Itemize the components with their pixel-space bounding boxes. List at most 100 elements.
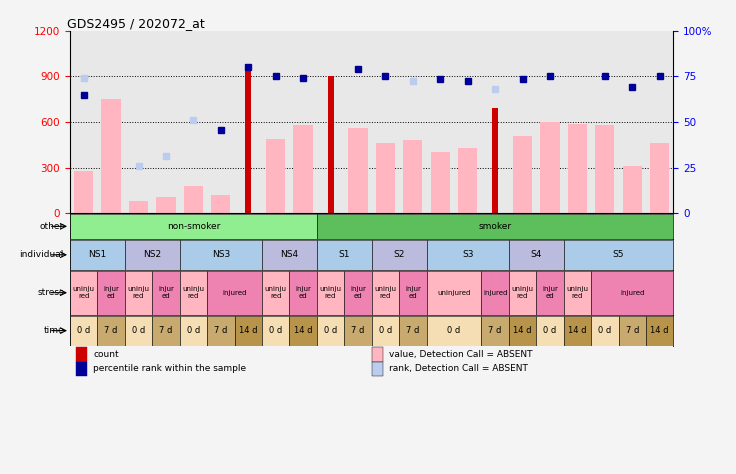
Bar xyxy=(152,271,180,315)
Bar xyxy=(348,128,367,213)
Text: S2: S2 xyxy=(394,250,405,259)
Bar xyxy=(125,271,152,315)
Bar xyxy=(481,271,509,315)
Bar xyxy=(97,316,125,346)
Text: 0 d: 0 d xyxy=(543,326,556,335)
Bar xyxy=(564,240,673,270)
Text: GDS2495 / 202072_at: GDS2495 / 202072_at xyxy=(67,17,205,30)
Bar xyxy=(623,166,642,213)
Bar xyxy=(376,143,395,213)
Bar xyxy=(509,240,564,270)
Text: 0 d: 0 d xyxy=(187,326,200,335)
Text: uninjured: uninjured xyxy=(437,290,470,296)
Text: S1: S1 xyxy=(339,250,350,259)
Text: 0 d: 0 d xyxy=(598,326,612,335)
Text: other: other xyxy=(40,222,64,231)
Bar xyxy=(70,240,125,270)
Bar xyxy=(316,271,344,315)
Text: non-smoker: non-smoker xyxy=(166,222,220,231)
Bar xyxy=(125,240,180,270)
Bar xyxy=(180,240,262,270)
Bar xyxy=(537,316,564,346)
Bar xyxy=(328,76,333,213)
Bar xyxy=(509,271,537,315)
Bar xyxy=(372,271,399,315)
Bar xyxy=(427,316,481,346)
Bar xyxy=(618,316,646,346)
Text: NS4: NS4 xyxy=(280,250,298,259)
Text: 0 d: 0 d xyxy=(77,326,91,335)
Bar xyxy=(70,271,97,315)
Bar xyxy=(156,197,175,213)
Bar xyxy=(262,240,316,270)
Text: value, Detection Call = ABSENT: value, Detection Call = ABSENT xyxy=(389,350,532,359)
Text: S5: S5 xyxy=(613,250,624,259)
Bar xyxy=(97,271,125,315)
Bar xyxy=(235,316,262,346)
Bar xyxy=(344,316,372,346)
Text: NS3: NS3 xyxy=(212,250,230,259)
Text: uninju
red: uninju red xyxy=(265,286,286,299)
Text: NS1: NS1 xyxy=(88,250,107,259)
Text: individual: individual xyxy=(20,250,64,259)
Bar xyxy=(399,271,427,315)
Bar xyxy=(262,316,289,346)
Text: count: count xyxy=(93,350,118,359)
Text: uninju
red: uninju red xyxy=(127,286,149,299)
Bar xyxy=(316,214,673,239)
Text: smoker: smoker xyxy=(478,222,512,231)
Text: 0 d: 0 d xyxy=(132,326,145,335)
Text: 7 d: 7 d xyxy=(159,326,173,335)
Bar xyxy=(289,316,316,346)
Bar xyxy=(102,99,121,213)
Bar xyxy=(427,240,509,270)
Bar xyxy=(509,316,537,346)
Bar xyxy=(481,316,509,346)
Text: uninju
red: uninju red xyxy=(73,286,95,299)
Bar xyxy=(294,125,313,213)
Text: 0 d: 0 d xyxy=(447,326,461,335)
Bar xyxy=(207,271,262,315)
Text: uninju
red: uninju red xyxy=(375,286,397,299)
Bar xyxy=(403,140,422,213)
Bar xyxy=(372,316,399,346)
Bar xyxy=(427,271,481,315)
Bar xyxy=(564,316,591,346)
Bar xyxy=(372,240,427,270)
Bar xyxy=(564,271,591,315)
Text: uninju
red: uninju red xyxy=(567,286,588,299)
Text: uninju
red: uninju red xyxy=(183,286,205,299)
Text: 14 d: 14 d xyxy=(239,326,258,335)
Text: 7 d: 7 d xyxy=(626,326,639,335)
Text: 7 d: 7 d xyxy=(406,326,420,335)
Bar xyxy=(70,316,97,346)
Bar xyxy=(492,109,498,213)
Bar xyxy=(76,362,87,376)
Text: S3: S3 xyxy=(462,250,473,259)
Text: 7 d: 7 d xyxy=(105,326,118,335)
Bar xyxy=(591,271,673,315)
Text: NS2: NS2 xyxy=(144,250,161,259)
Text: 14 d: 14 d xyxy=(513,326,532,335)
Bar xyxy=(70,214,316,239)
Bar xyxy=(180,271,207,315)
Bar xyxy=(266,139,286,213)
Text: time: time xyxy=(43,326,64,335)
Text: injur
ed: injur ed xyxy=(405,286,421,299)
Bar xyxy=(650,143,669,213)
Bar xyxy=(595,125,615,213)
Text: injur
ed: injur ed xyxy=(103,286,119,299)
Text: 7 d: 7 d xyxy=(351,326,364,335)
Text: injured: injured xyxy=(620,290,645,296)
Bar xyxy=(537,271,564,315)
Text: 0 d: 0 d xyxy=(269,326,283,335)
Bar xyxy=(74,171,93,213)
Bar xyxy=(372,347,383,362)
Text: injured: injured xyxy=(483,290,507,296)
Bar xyxy=(399,316,427,346)
Bar xyxy=(180,316,207,346)
Text: rank, Detection Call = ABSENT: rank, Detection Call = ABSENT xyxy=(389,365,528,373)
Bar xyxy=(540,122,559,213)
Bar xyxy=(591,316,618,346)
Text: stress: stress xyxy=(38,288,64,297)
